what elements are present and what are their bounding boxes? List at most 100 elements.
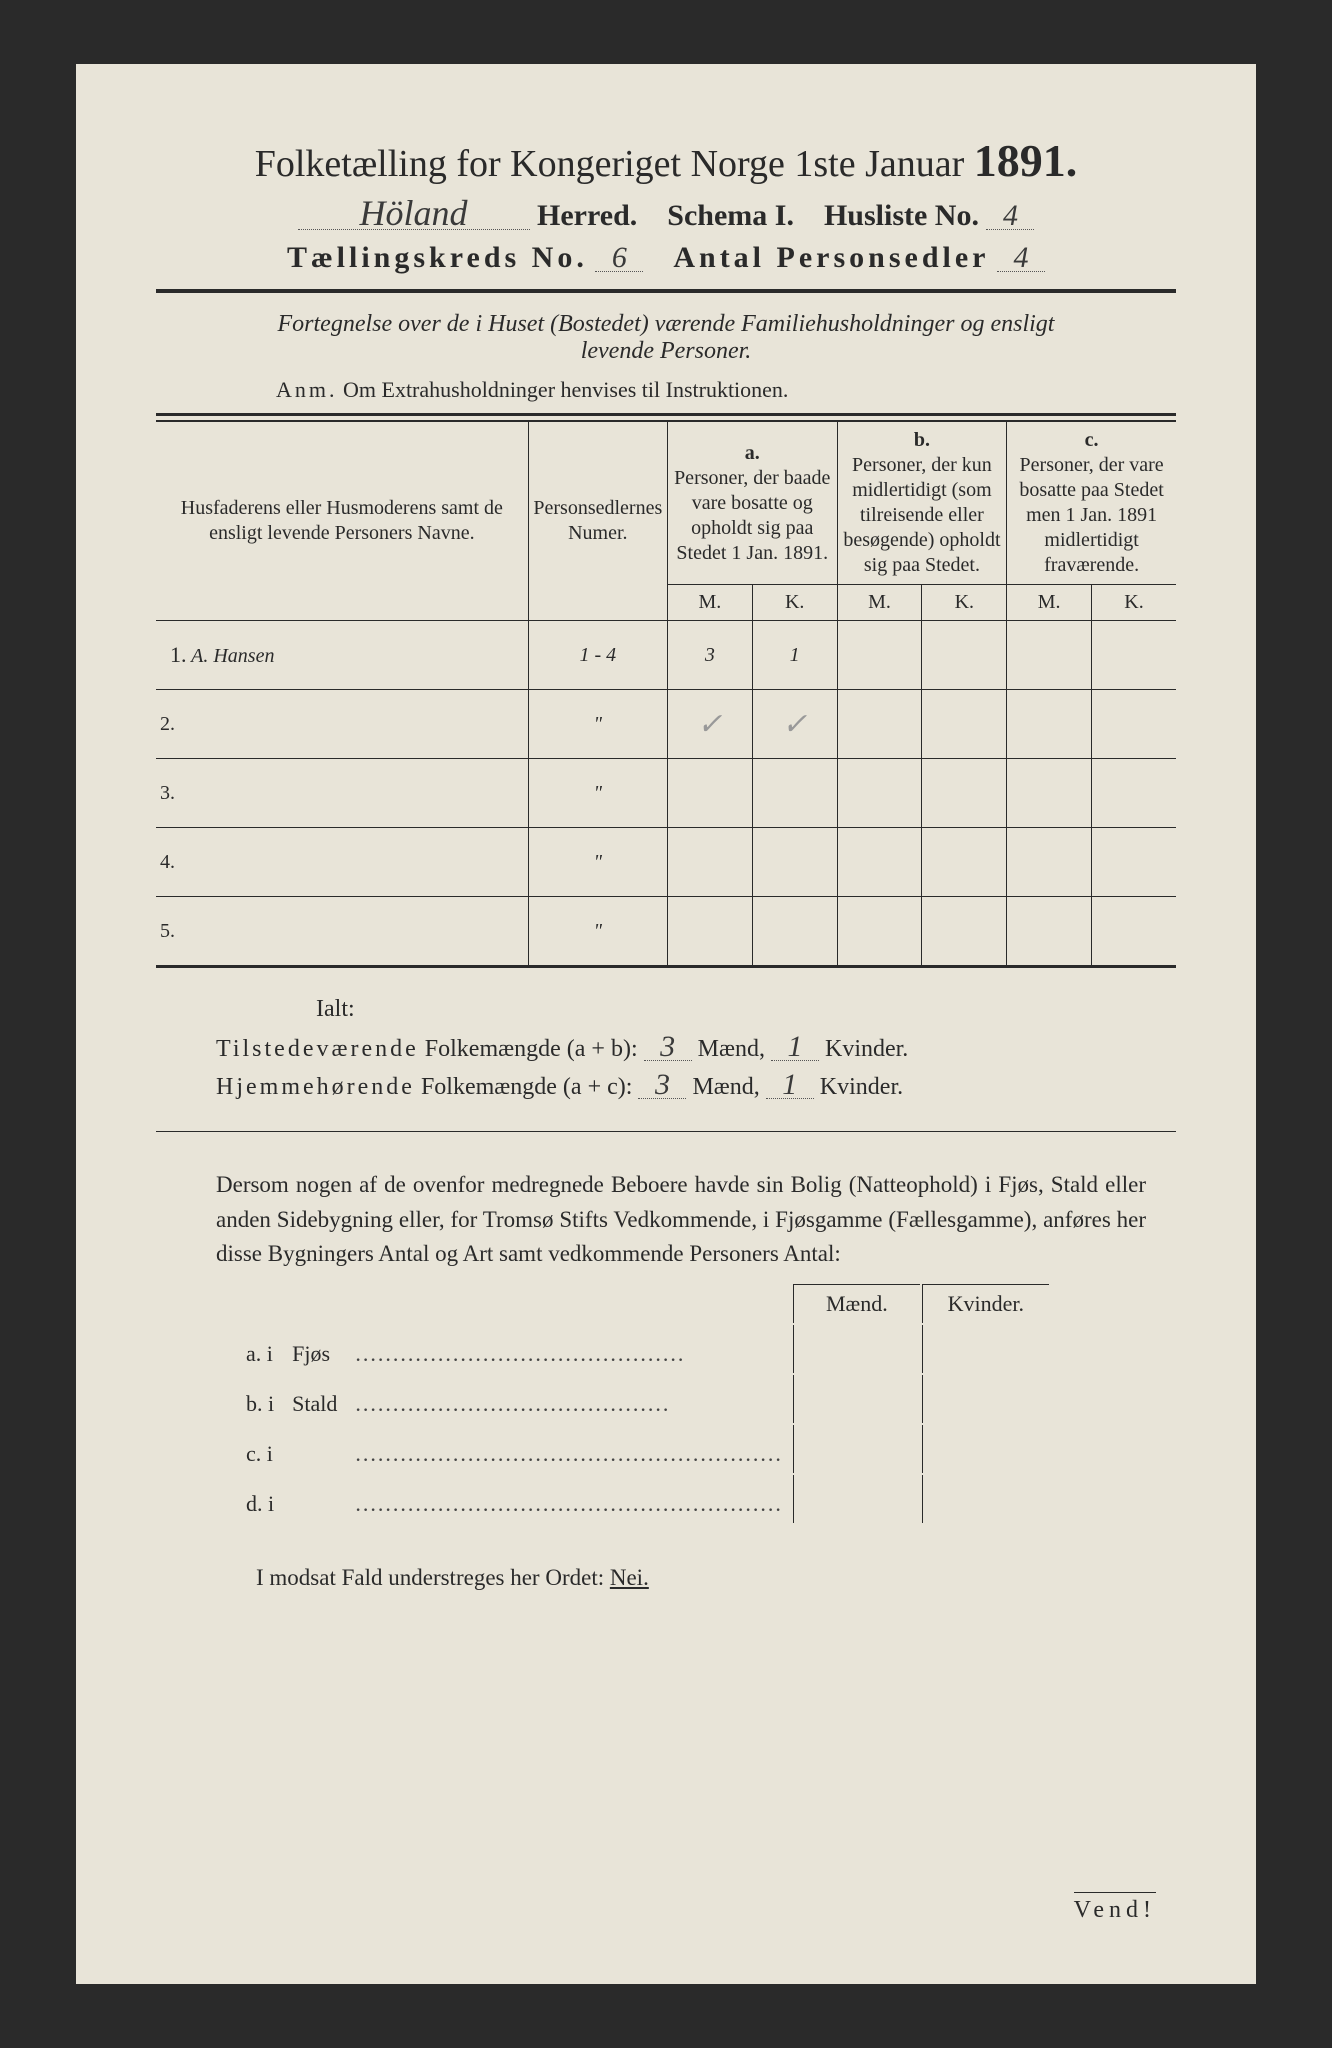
- cell-bm: [837, 690, 922, 759]
- b-name: Fjøs: [284, 1325, 345, 1373]
- caption: Fortegnelse over de i Huset (Bostedet) v…: [156, 311, 1176, 365]
- building-row: d. i ...................................…: [238, 1475, 1049, 1523]
- table-body: 1. A. Hansen 1 - 4 3 1 2. " ✓ ✓: [156, 621, 1176, 967]
- cell-bk: [922, 621, 1007, 690]
- th-b: b. Personer, der kun midlertidigt (som t…: [837, 422, 1007, 585]
- cell-cm: [1007, 621, 1092, 690]
- th-bm: M.: [837, 585, 922, 621]
- cell-bk: [922, 828, 1007, 897]
- title-row: Folketælling for Kongeriget Norge 1ste J…: [156, 134, 1176, 187]
- husliste-value: 4: [986, 202, 1034, 230]
- cell-cm: [1007, 690, 1092, 759]
- cell-bm: [837, 621, 922, 690]
- main-table: Husfaderens eller Husmoderens samt de en…: [156, 421, 1176, 968]
- building-row: a. i Fjøs ..............................…: [238, 1325, 1049, 1373]
- th-a-text: Personer, der baade vare bosatte og opho…: [672, 466, 833, 566]
- sum2-rest: Folkemængde (a + c):: [421, 1074, 633, 1100]
- row-n: 3.: [156, 759, 528, 828]
- table-row: 5. ": [156, 897, 1176, 967]
- cell-am: 3: [667, 621, 752, 690]
- kreds-row: Tællingskreds No. 6 Antal Personsedler 4: [156, 241, 1176, 275]
- row-n: 2.: [156, 690, 528, 759]
- b-m: [793, 1375, 920, 1423]
- building-row: b. i Stald .............................…: [238, 1375, 1049, 1423]
- nei-word: Nei.: [610, 1565, 649, 1590]
- table-row: 1. A. Hansen 1 - 4 3 1: [156, 621, 1176, 690]
- th-b-text: Personer, der kun midlertidigt (som tilr…: [842, 453, 1003, 578]
- cell-bm: [837, 897, 922, 967]
- herred-row: Höland Herred. Schema I. Husliste No. 4: [156, 197, 1176, 233]
- ialt-label: Ialt:: [316, 996, 1176, 1023]
- b-label: c. i: [238, 1425, 282, 1473]
- cell-bk: [922, 759, 1007, 828]
- title-text: Folketælling for Kongeriget Norge 1ste J…: [255, 143, 965, 185]
- cell-ak: 1: [752, 621, 837, 690]
- herred-value: Höland: [298, 197, 530, 230]
- sum1-m: 3: [644, 1033, 692, 1061]
- th-name: Husfaderens eller Husmoderens samt de en…: [156, 422, 528, 621]
- row-n: 5.: [156, 897, 528, 967]
- table-row: 2. " ✓ ✓: [156, 690, 1176, 759]
- row-n: 1.: [160, 642, 187, 667]
- cell-cm: [1007, 759, 1092, 828]
- th-cm: M.: [1007, 585, 1092, 621]
- anm-line: Anm. Om Extrahusholdninger henvises til …: [276, 377, 1176, 403]
- antal-label: Antal Personsedler: [673, 241, 989, 274]
- th-name-text: Husfaderens eller Husmoderens samt de en…: [181, 497, 503, 544]
- nei-line: I modsat Fald understreges her Ordet: Ne…: [256, 1565, 1176, 1591]
- b-k: [922, 1425, 1049, 1473]
- b-dots: ........................................…: [347, 1425, 791, 1473]
- cell-num: 1 - 4: [528, 621, 667, 690]
- sum-line-ab: Tilstedeværende Folkemængde (a + b): 3 M…: [156, 1033, 1176, 1063]
- sum-line-ac: Hjemmehørende Folkemængde (a + c): 3 Mæn…: [156, 1071, 1176, 1101]
- b-name: [284, 1425, 345, 1473]
- th-a-label: a.: [672, 441, 833, 466]
- b-k: [922, 1325, 1049, 1373]
- cell-num: ": [528, 690, 667, 759]
- th-ak: K.: [752, 585, 837, 621]
- cell-ak: [752, 828, 837, 897]
- th-b-label: b.: [842, 428, 1003, 453]
- cell-num: ": [528, 828, 667, 897]
- schema-label: Schema I.: [667, 199, 794, 232]
- b-k: [922, 1375, 1049, 1423]
- vend-label: Vend!: [1074, 1892, 1156, 1924]
- cell-am: [667, 828, 752, 897]
- b-name: [284, 1475, 345, 1523]
- b-head-m: Mænd.: [793, 1284, 920, 1323]
- building-row: c. i ...................................…: [238, 1425, 1049, 1473]
- b-dots: ........................................…: [347, 1475, 791, 1523]
- b-k: [922, 1475, 1049, 1523]
- b-dots: ........................................…: [347, 1375, 791, 1423]
- kvinder-label: Kvinder.: [820, 1074, 903, 1100]
- cell-cm: [1007, 897, 1092, 967]
- kreds-value: 6: [595, 244, 643, 272]
- kreds-label: Tællingskreds No.: [287, 241, 588, 274]
- sum2-k: 1: [766, 1071, 814, 1099]
- b-dots: ........................................…: [347, 1325, 791, 1373]
- cell-name: 1. A. Hansen: [156, 621, 528, 690]
- buildings-table: Mænd. Kvinder. a. i Fjøs ...............…: [236, 1282, 1051, 1525]
- herred-label: Herred.: [537, 199, 637, 232]
- cell-cm: [1007, 828, 1092, 897]
- kvinder-label: Kvinder.: [825, 1036, 908, 1062]
- anm-lead: Anm.: [276, 377, 338, 402]
- maend-label: Mænd,: [692, 1074, 759, 1100]
- th-a: a. Personer, der baade vare bosatte og o…: [667, 422, 837, 585]
- sum1-lead: Tilstedeværende: [216, 1036, 419, 1062]
- census-form-page: Folketælling for Kongeriget Norge 1ste J…: [76, 64, 1256, 1984]
- th-am: M.: [667, 585, 752, 621]
- cell-bm: [837, 759, 922, 828]
- caption-line1: Fortegnelse over de i Huset (Bostedet) v…: [156, 311, 1176, 338]
- antal-value: 4: [997, 244, 1045, 272]
- b-m: [793, 1325, 920, 1373]
- b-head-k: Kvinder.: [922, 1284, 1049, 1323]
- th-c-text: Personer, der vare bosatte paa Stedet me…: [1011, 453, 1172, 578]
- b-m: [793, 1475, 920, 1523]
- cell-ck: [1092, 828, 1176, 897]
- buildings-paragraph: Dersom nogen af de ovenfor medregnede Be…: [216, 1168, 1146, 1272]
- b-name: Stald: [284, 1375, 345, 1423]
- cell-bm: [837, 828, 922, 897]
- th-c: c. Personer, der vare bosatte paa Stedet…: [1007, 422, 1176, 585]
- sum2-m: 3: [638, 1071, 686, 1099]
